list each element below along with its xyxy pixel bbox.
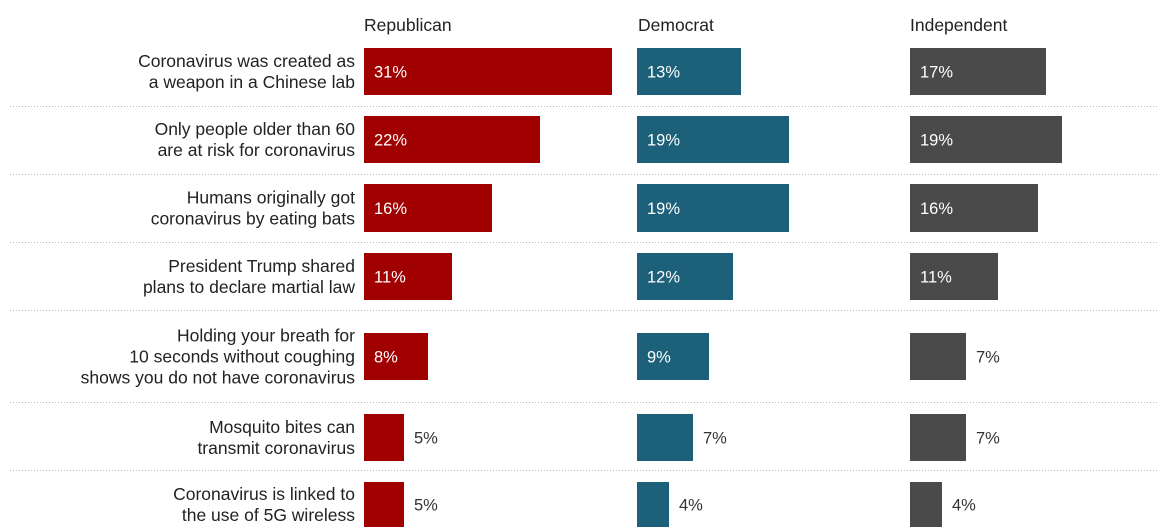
data-label: 22% bbox=[374, 132, 407, 150]
data-label: 19% bbox=[920, 132, 953, 150]
bar-republican bbox=[364, 48, 612, 95]
data-label: 13% bbox=[647, 64, 680, 82]
data-label: 7% bbox=[703, 430, 727, 448]
data-label: 31% bbox=[374, 64, 407, 82]
data-label: 11% bbox=[374, 269, 406, 287]
category-label: Coronavirus was created as a weapon in a … bbox=[138, 51, 355, 92]
data-label: 16% bbox=[920, 200, 953, 218]
bar-democrat bbox=[637, 414, 693, 461]
panel-header-independent: Independent bbox=[910, 15, 1007, 35]
bar-republican bbox=[364, 333, 428, 380]
bar-republican bbox=[364, 184, 492, 232]
category-label: Holding your breath for 10 seconds withou… bbox=[81, 326, 356, 388]
bar-republican bbox=[364, 414, 404, 461]
category-label: Humans originally got coronavirus by eati… bbox=[151, 188, 356, 229]
category-label: Mosquito bites can transmit coronavirus bbox=[197, 417, 355, 458]
bars: 31% 22% 16% 11% 8% 5% 5% 13% 19% 19% 12% 9% 7% 4% 17% 1… bbox=[364, 48, 1062, 527]
category-labels: Coronavirus was created as a weapon in a … bbox=[81, 51, 356, 525]
bar-democrat bbox=[637, 253, 733, 300]
bar-democrat bbox=[637, 184, 789, 232]
bar-independent bbox=[910, 333, 966, 380]
data-label: 4% bbox=[679, 497, 703, 515]
bar-independent bbox=[910, 253, 998, 300]
bar-democrat bbox=[637, 333, 709, 380]
category-label: Only people older than 60 are at risk for… bbox=[155, 119, 356, 160]
data-label: 7% bbox=[976, 430, 1000, 448]
data-label: 16% bbox=[374, 200, 407, 218]
bar-democrat bbox=[637, 48, 741, 95]
data-label: 19% bbox=[647, 200, 680, 218]
bar-democrat bbox=[637, 482, 669, 527]
data-label: 19% bbox=[647, 132, 680, 150]
data-label: 5% bbox=[414, 430, 438, 448]
panel-header-democrat: Democrat bbox=[638, 15, 714, 35]
bar-independent bbox=[910, 116, 1062, 163]
data-label: 4% bbox=[952, 497, 976, 515]
data-label: 9% bbox=[647, 349, 671, 367]
bar-independent bbox=[910, 482, 942, 527]
bar-independent bbox=[910, 414, 966, 461]
bar-democrat bbox=[637, 116, 789, 163]
bar-republican bbox=[364, 482, 404, 527]
panel-headers: Republican Democrat Independent bbox=[364, 15, 1007, 35]
category-label: President Trump shared plans to declare m… bbox=[143, 256, 355, 297]
bar-independent bbox=[910, 184, 1038, 232]
data-label: 12% bbox=[647, 269, 680, 287]
category-label: Coronavirus is linked to the use of 5G wi… bbox=[173, 484, 355, 525]
data-label: 8% bbox=[374, 349, 398, 367]
data-label: 11% bbox=[920, 269, 952, 287]
data-label: 17% bbox=[920, 64, 953, 82]
bar-independent bbox=[910, 48, 1046, 95]
bar-republican bbox=[364, 253, 452, 300]
bar-republican bbox=[364, 116, 540, 163]
data-label: 7% bbox=[976, 349, 1000, 367]
panel-header-republican: Republican bbox=[364, 15, 452, 35]
row-separators bbox=[10, 106, 1158, 471]
data-label: 5% bbox=[414, 497, 438, 515]
